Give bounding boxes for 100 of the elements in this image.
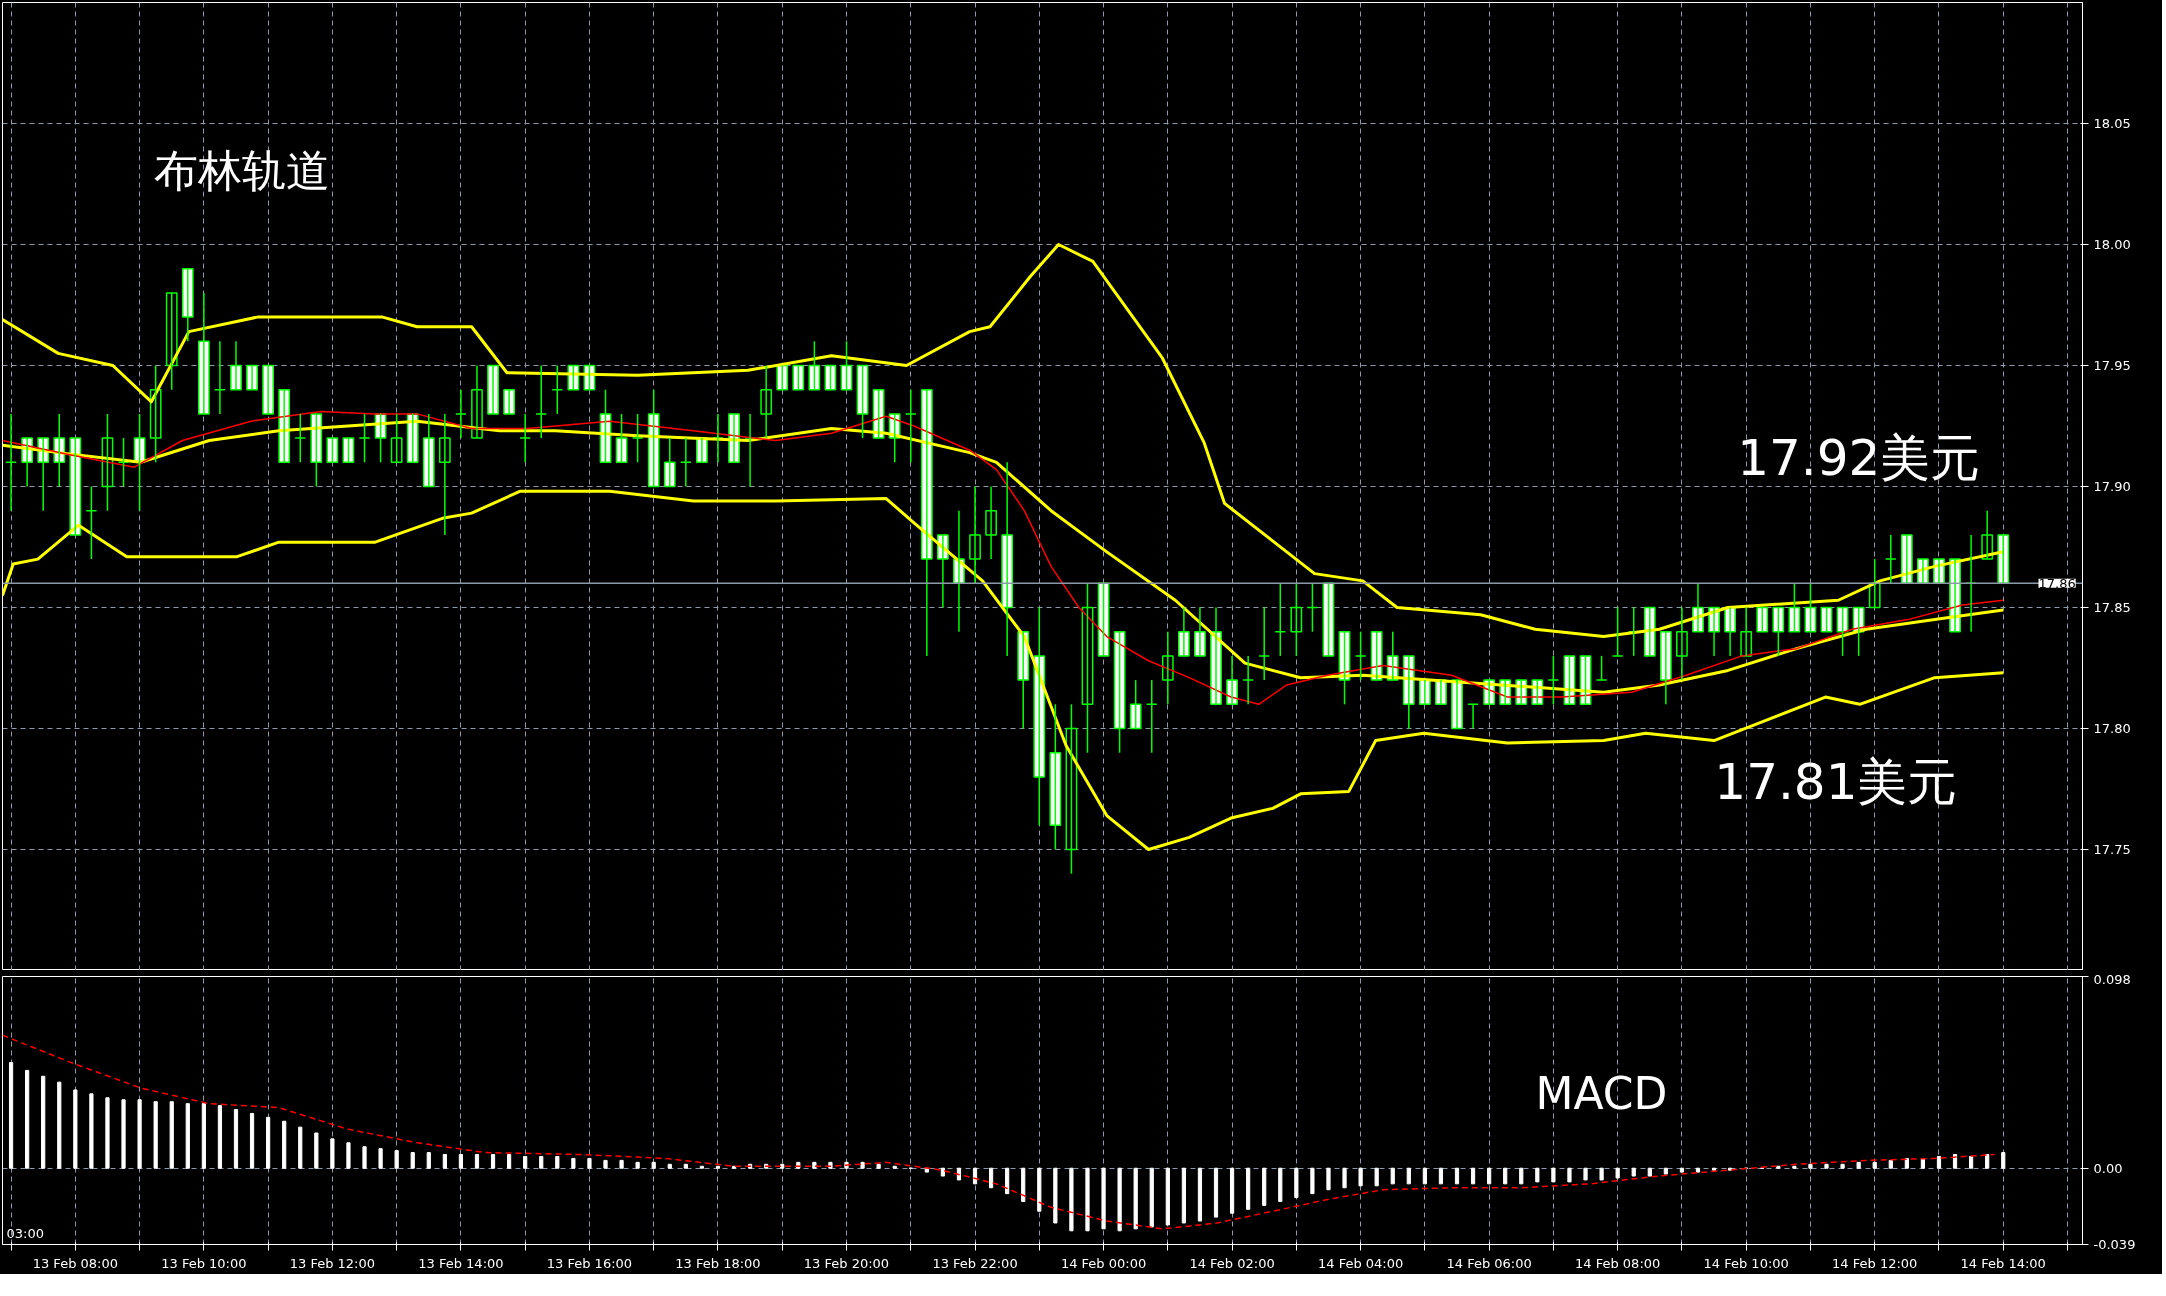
bar	[1005, 1167, 1010, 1195]
bar	[956, 1167, 962, 1181]
bar	[153, 1101, 158, 1169]
bar	[185, 1103, 190, 1169]
candlestick	[1949, 558, 1961, 633]
bar	[1085, 1167, 1090, 1232]
bar	[121, 1099, 126, 1169]
x-tick-label: 13 Feb 12:00	[289, 1255, 376, 1271]
bar	[1197, 1167, 1203, 1222]
x-tick-label: 14 Feb 00:00	[1060, 1255, 1147, 1271]
y-tick-label: 18.00	[2093, 237, 2131, 252]
bar	[1133, 1167, 1138, 1230]
bar	[1888, 1159, 1893, 1169]
candlestick	[808, 340, 821, 391]
bar	[539, 1155, 544, 1169]
bar	[89, 1093, 94, 1169]
candlestick	[5, 413, 17, 512]
candlestick	[1563, 655, 1576, 706]
bar	[603, 1159, 608, 1169]
candlestick	[117, 437, 130, 488]
bar	[1358, 1167, 1363, 1187]
candlestick	[1049, 703, 1062, 851]
bar	[1262, 1167, 1267, 1206]
bar	[490, 1154, 496, 1169]
candlestick	[1370, 630, 1383, 681]
x-tick-label: 13 Feb 22:00	[932, 1255, 1018, 1271]
bar	[1519, 1167, 1524, 1185]
bar	[1149, 1167, 1154, 1228]
bar	[1856, 1161, 1861, 1169]
candlestick	[583, 364, 596, 391]
bar	[282, 1120, 287, 1169]
candlestick	[872, 388, 885, 439]
bar	[1824, 1163, 1829, 1169]
candlestick	[1145, 679, 1158, 754]
y-tick-label: 0.098	[2093, 971, 2131, 987]
candlestick	[696, 437, 708, 464]
bar	[458, 1154, 464, 1169]
annotation: 17.92美元	[1737, 428, 1981, 487]
bar	[523, 1155, 528, 1169]
text: 布林轨道	[154, 145, 331, 197]
bar	[667, 1163, 672, 1169]
bar	[1037, 1167, 1042, 1212]
candlestick	[1643, 606, 1656, 657]
bar	[587, 1157, 592, 1169]
bar	[41, 1075, 46, 1169]
candlestick	[1611, 606, 1624, 657]
candlestick	[776, 364, 789, 391]
y-tick-label: 17.75	[2093, 842, 2131, 857]
bar	[1454, 1167, 1460, 1185]
bar	[1101, 1167, 1106, 1230]
bar	[1969, 1155, 1974, 1169]
bar	[249, 1112, 255, 1169]
bar	[314, 1132, 319, 1169]
candlestick	[1113, 630, 1126, 754]
bar	[25, 1069, 30, 1169]
candlestick	[69, 437, 82, 536]
bar	[619, 1159, 624, 1169]
candlestick	[1579, 655, 1592, 706]
bar	[1679, 1167, 1685, 1173]
candlestick	[904, 388, 917, 464]
candlestick	[1772, 606, 1785, 657]
candlestick	[487, 364, 499, 415]
bar	[1503, 1167, 1508, 1185]
bar	[346, 1142, 351, 1169]
bar	[1985, 1154, 1990, 1169]
y-tick-label: 17.90	[2093, 479, 2131, 494]
bar	[2001, 1152, 2006, 1169]
bar	[266, 1116, 271, 1169]
bar	[507, 1154, 512, 1169]
x-tick-label: 13 Feb 08:00	[32, 1255, 118, 1271]
candlestick	[294, 413, 307, 464]
candlestick	[1467, 703, 1479, 730]
bar	[330, 1138, 335, 1169]
x-tick-label: 14 Feb 10:00	[1703, 1255, 1789, 1271]
candlestick	[519, 413, 532, 464]
bar	[1406, 1167, 1411, 1185]
candlestick	[567, 364, 580, 391]
bar	[1342, 1167, 1347, 1189]
candlestick	[551, 364, 564, 415]
bar	[1165, 1167, 1170, 1226]
bar	[1278, 1167, 1283, 1202]
candlestick	[406, 413, 419, 464]
bar	[426, 1152, 431, 1169]
bar	[1936, 1155, 1942, 1169]
bar	[555, 1155, 560, 1169]
candlestick	[679, 437, 692, 488]
candlestick	[1900, 534, 1913, 585]
candlestick	[1097, 582, 1110, 657]
candlestick	[1917, 558, 1929, 585]
bar	[1213, 1167, 1219, 1218]
bar	[73, 1089, 78, 1169]
candlestick	[326, 437, 339, 464]
bar	[812, 1161, 817, 1169]
bar	[1374, 1167, 1379, 1187]
candlestick	[214, 340, 226, 415]
candlestick	[824, 364, 837, 391]
x-tick-label: 13 Feb 10:00	[161, 1255, 247, 1271]
x-tick-label: 14 Feb 12:00	[1832, 1255, 1918, 1271]
bar	[217, 1105, 223, 1169]
bar	[940, 1167, 945, 1177]
